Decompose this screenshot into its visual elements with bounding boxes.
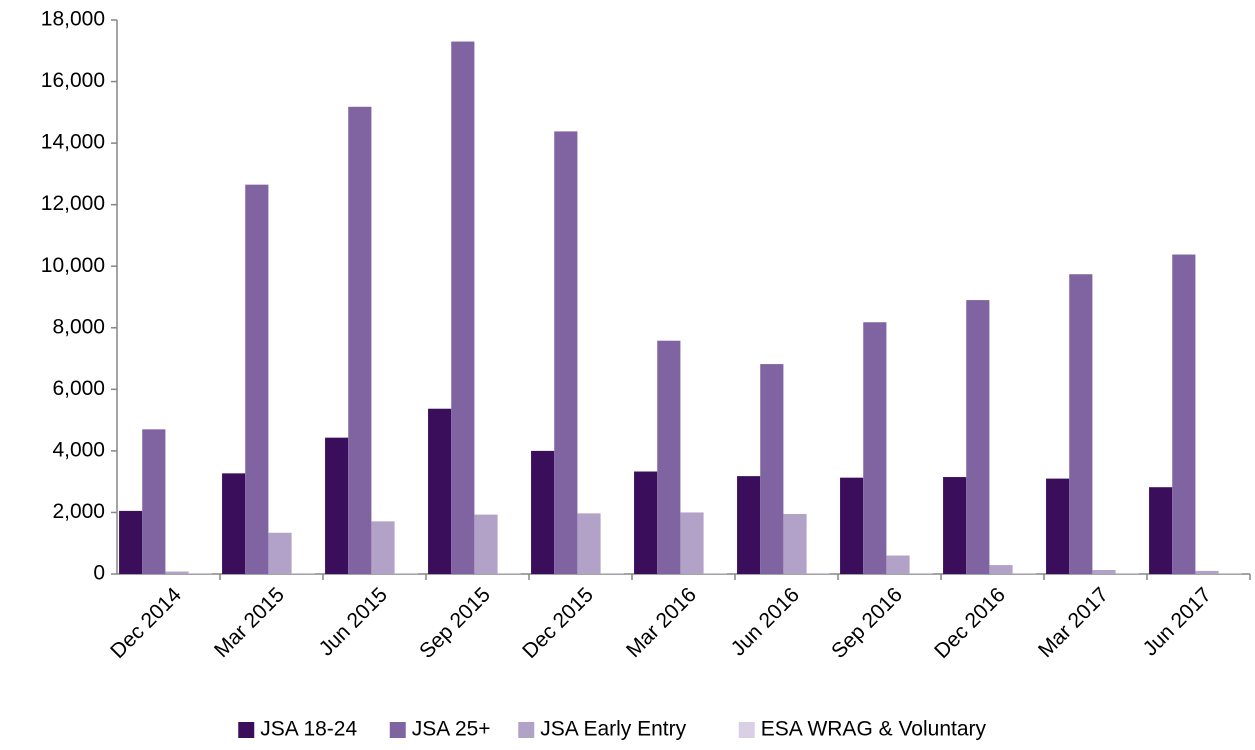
bar <box>1149 487 1173 574</box>
bar <box>451 41 475 575</box>
bar <box>497 573 521 574</box>
legend-label: JSA Early Entry <box>540 718 686 741</box>
y-tick-label: 0 <box>93 562 105 585</box>
bar <box>680 512 704 574</box>
x-tick-label: Sep 2016 <box>827 583 907 663</box>
y-tick-label: 14,000 <box>41 131 105 154</box>
bar <box>394 573 418 574</box>
y-tick-label: 10,000 <box>41 254 105 277</box>
bar <box>886 555 910 574</box>
bar <box>1172 254 1196 574</box>
bar <box>245 184 269 574</box>
bar <box>142 429 166 574</box>
bar <box>348 106 372 574</box>
bar <box>760 364 784 574</box>
bar <box>783 513 807 574</box>
bar <box>737 476 761 574</box>
bar <box>657 340 681 574</box>
bar <box>1012 573 1036 574</box>
bar <box>909 573 933 574</box>
bar <box>1069 274 1093 574</box>
bar <box>1092 569 1116 574</box>
y-tick-label: 18,000 <box>41 8 105 31</box>
bar <box>634 471 658 574</box>
bar <box>371 521 395 574</box>
bar <box>268 532 292 574</box>
bar <box>222 473 246 574</box>
bar <box>188 573 212 574</box>
bar <box>1218 573 1242 574</box>
x-tick-label: Dec 2015 <box>518 583 598 663</box>
x-tick-label: Dec 2014 <box>106 583 186 663</box>
legend-label: ESA WRAG & Voluntary <box>761 718 987 741</box>
bar <box>474 514 498 574</box>
bar <box>531 450 555 574</box>
x-tick-label: Jun 2015 <box>315 583 392 660</box>
legend-swatch <box>389 722 406 738</box>
bar <box>989 565 1013 574</box>
bar <box>291 573 315 574</box>
legend-swatch <box>738 722 755 738</box>
bar <box>165 571 189 574</box>
bar <box>577 513 601 574</box>
y-tick-label: 6,000 <box>52 377 105 400</box>
bar <box>600 573 624 574</box>
bar <box>325 437 349 574</box>
x-tick-label: Mar 2016 <box>622 583 701 662</box>
bar <box>1115 573 1139 574</box>
bar <box>703 573 727 574</box>
legend-swatch <box>238 722 255 738</box>
y-tick-label: 2,000 <box>52 500 105 523</box>
bar <box>1046 478 1070 574</box>
legend-swatch <box>518 722 535 738</box>
bar <box>806 573 830 574</box>
bar <box>943 477 967 574</box>
y-tick-label: 12,000 <box>41 192 105 215</box>
x-tick-label: Jun 2017 <box>1139 583 1216 660</box>
bar <box>840 477 864 574</box>
x-tick-label: Mar 2015 <box>210 583 289 662</box>
bar <box>428 408 452 574</box>
y-tick-label: 4,000 <box>52 438 105 461</box>
bar <box>1195 570 1219 574</box>
y-tick-label: 16,000 <box>41 69 105 92</box>
legend-label: JSA 18-24 <box>260 718 357 741</box>
bar <box>554 131 578 574</box>
x-tick-label: Mar 2017 <box>1034 583 1113 662</box>
x-tick-label: Dec 2016 <box>930 583 1010 663</box>
x-tick-label: Sep 2015 <box>415 583 495 663</box>
x-tick-label: Jun 2016 <box>727 583 804 660</box>
legend-label: JSA 25+ <box>412 718 491 741</box>
bar <box>863 322 887 574</box>
bar <box>119 510 143 574</box>
bar <box>966 300 990 574</box>
y-tick-label: 8,000 <box>52 315 105 338</box>
